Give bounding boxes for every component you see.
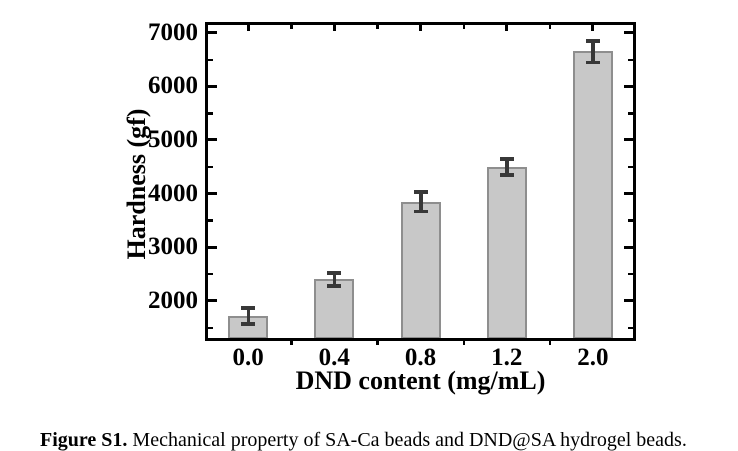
y-minor-tick-right [628,165,633,169]
y-minor-tick-right [628,58,633,62]
x-minor-tick-top [376,25,379,29]
y-minor-tick-left [208,165,213,169]
figure-caption-label: Figure S1. [40,429,128,451]
x-minor-tick-top [290,25,293,29]
figure-caption: Figure S1. Mechanical property of SA-Ca … [40,429,687,451]
y-major-tick-right [624,245,633,249]
x-minor-tick-top [548,25,552,29]
x-major-tick-top [591,25,595,31]
error-bar-cap-top [413,190,428,194]
error-bar-cap-top [241,306,256,310]
y-major-tick-left [208,299,217,303]
error-bar-cap-top [585,39,600,43]
y-tick-label: 6000 [148,72,198,100]
error-bar-cap-top [327,271,342,275]
y-tick-label: 7000 [148,18,198,46]
y-major-tick-left [208,245,217,249]
y-minor-tick-right [628,272,633,276]
x-major-tick-top [505,25,509,31]
plot-frame-left [205,22,208,341]
error-bar-cap-bottom [499,173,514,177]
y-tick-label: 4000 [148,179,198,207]
plot-frame-top [205,22,636,25]
bar-2.0 [572,51,613,339]
y-tick-label: 5000 [148,125,198,153]
x-minor-tick-bottom [548,341,552,345]
figure-caption-text: Mechanical property of SA-Ca beads and D… [127,429,687,451]
x-tick-label: 0.8 [404,344,437,371]
x-tick-label: 2.0 [577,344,609,371]
y-major-tick-right [624,192,633,196]
y-major-tick-right [624,84,633,88]
y-minor-tick-left [208,112,213,115]
x-minor-tick-bottom [462,341,466,345]
bar-0.8 [400,201,441,339]
error-bar-line [505,158,509,175]
y-minor-tick-left [208,326,213,330]
y-major-tick-left [208,84,217,88]
x-major-tick-top [246,25,250,31]
error-bar-line [332,272,337,286]
plot-frame-right [633,22,636,341]
bar-0.4 [314,279,355,339]
error-bar-line [591,40,595,63]
y-major-tick-left [208,31,217,35]
x-minor-tick-bottom [376,341,379,345]
x-tick-label: 1.2 [491,344,523,371]
x-tick-label: 0.0 [232,344,264,371]
error-bar-cap-bottom [585,60,600,65]
x-minor-tick-bottom [290,341,293,345]
error-bar-line [246,307,251,324]
error-bar-line [419,191,423,212]
y-minor-tick-right [628,219,633,222]
y-major-tick-left [208,192,217,196]
x-minor-tick-top [462,25,466,29]
y-tick-label: 2000 [148,286,198,314]
y-major-tick-right [624,138,633,142]
error-bar-cap-bottom [413,209,428,214]
error-bar-cap-bottom [241,322,256,326]
y-major-tick-left [208,138,217,142]
x-tick-label: 0.4 [318,344,350,371]
x-major-tick-top [419,25,422,31]
y-minor-tick-left [208,58,213,62]
y-major-tick-right [624,31,633,35]
y-tick-label: 3000 [148,233,198,261]
error-bar-cap-bottom [327,284,342,288]
error-bar-cap-top [499,157,514,161]
y-minor-tick-right [628,326,633,330]
plot-frame-bottom [205,338,636,341]
y-major-tick-right [624,299,633,303]
x-major-tick-top [332,25,336,31]
bar-1.2 [486,166,527,339]
y-minor-tick-right [628,112,633,115]
y-minor-tick-left [208,219,213,222]
y-minor-tick-left [208,272,213,276]
x-axis-title: DND content (mg/mL) [295,366,546,395]
